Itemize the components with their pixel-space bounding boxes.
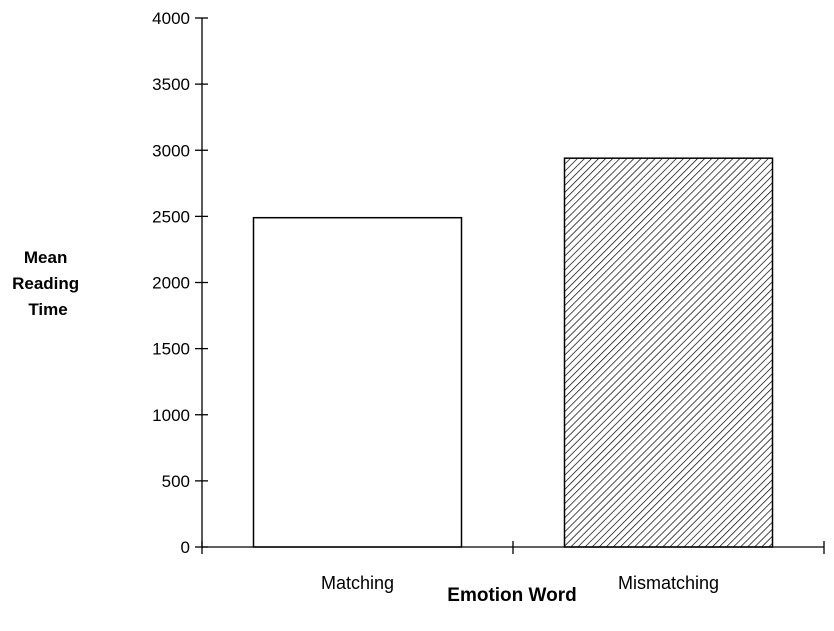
y-tick-label: 2000 bbox=[152, 274, 190, 293]
y-tick-label: 2500 bbox=[152, 207, 190, 226]
x-category-label-matching: Matching bbox=[321, 573, 394, 593]
x-axis-title: Emotion Word bbox=[447, 585, 576, 606]
bars bbox=[252, 157, 774, 548]
y-tick-label: 0 bbox=[181, 538, 190, 557]
y-tick-label: 1500 bbox=[152, 340, 190, 359]
x-axis-category-labels: Matching Mismatching bbox=[321, 573, 719, 593]
bar-mismatching bbox=[563, 157, 774, 548]
y-axis-title: Mean Reading Time bbox=[12, 248, 84, 319]
x-category-label-mismatching: Mismatching bbox=[618, 573, 719, 593]
y-axis-title-line-1: Mean bbox=[24, 248, 67, 267]
y-axis-title-line-3: Time bbox=[28, 300, 67, 319]
bar-matching bbox=[252, 216, 463, 548]
y-tick-label: 500 bbox=[162, 472, 190, 491]
y-tick-label: 3000 bbox=[152, 141, 190, 160]
y-tick-label: 1000 bbox=[152, 406, 190, 425]
y-tick-label: 3500 bbox=[152, 75, 190, 94]
x-axis-ticks bbox=[201, 541, 825, 554]
y-axis-ticks: 0 500 1000 1500 2000 2500 3000 3500 4000 bbox=[152, 9, 208, 557]
y-axis-title-line-2: Reading bbox=[12, 274, 79, 293]
y-tick-label: 4000 bbox=[152, 9, 190, 28]
